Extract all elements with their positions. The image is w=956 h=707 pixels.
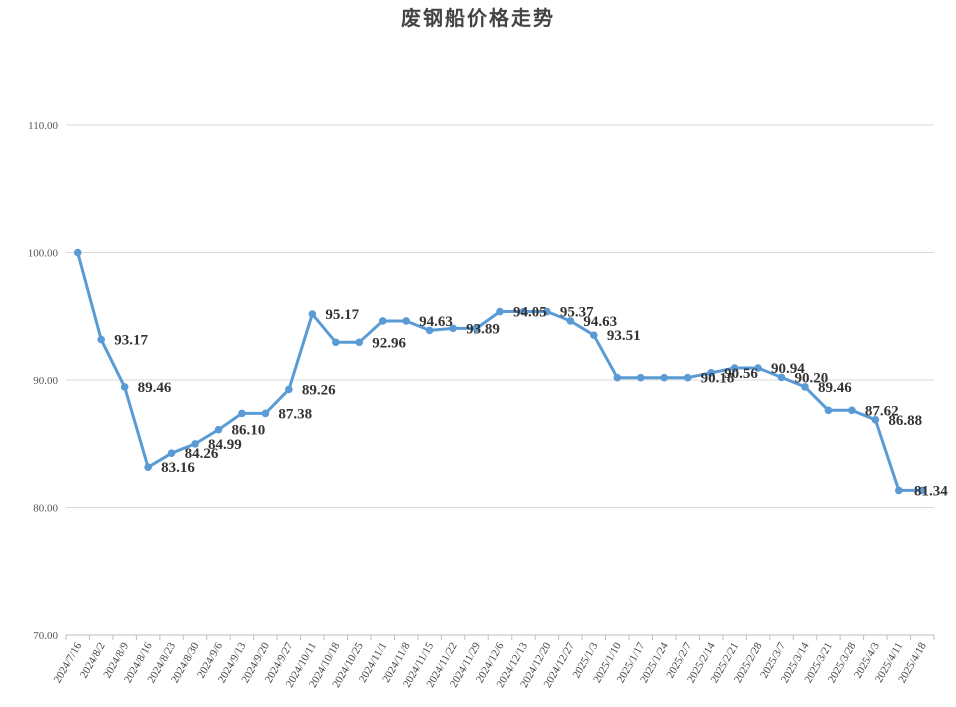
data-point	[285, 385, 293, 394]
data-point	[97, 335, 105, 344]
data-point	[261, 409, 270, 418]
y-tick-label: 100.00	[28, 248, 59, 260]
data-point	[144, 463, 152, 472]
data-label: 94.05	[513, 305, 547, 321]
chart-title: 废钢船价格走势	[401, 6, 555, 30]
data-label: 90.20	[795, 370, 829, 386]
data-label: 84.26	[185, 446, 219, 462]
data-point	[519, 307, 528, 316]
data-point	[566, 317, 575, 325]
data-point	[660, 373, 669, 382]
data-label: 89.46	[138, 380, 172, 396]
y-tick-label: 80.00	[33, 503, 58, 515]
data-point	[355, 338, 364, 347]
data-label: 95.37	[560, 305, 594, 321]
data-label: 94.63	[583, 314, 617, 330]
y-axis-ticks: 70.00 80.00 90.00 100.00 110.00	[28, 120, 59, 642]
y-tick-label: 110.00	[28, 120, 58, 132]
data-point	[238, 409, 246, 418]
data-label: 83.16	[161, 460, 195, 476]
y-tick-label: 70.00	[33, 630, 58, 642]
data-label: 87.62	[865, 403, 899, 419]
x-axis-ticks: 2024/7/162024/8/22024/8/92024/8/162024/8…	[52, 640, 929, 690]
data-point	[636, 373, 645, 382]
data-point	[683, 373, 692, 382]
data-point	[425, 326, 434, 335]
data-label: 93.17	[114, 333, 148, 349]
data-point	[777, 373, 786, 382]
data-label: 93.51	[607, 328, 641, 344]
data-point	[167, 449, 176, 457]
data-label: 95.17	[325, 307, 359, 323]
data-label: 86.88	[888, 413, 922, 429]
data-point	[801, 383, 809, 391]
data-point	[918, 486, 927, 495]
data-label: 93.89	[466, 321, 500, 337]
data-point	[402, 317, 410, 325]
data-point	[848, 406, 856, 415]
data-label: 84.99	[208, 437, 242, 453]
gridlines	[66, 124, 934, 508]
data-label: 86.10	[231, 423, 265, 439]
data-label: 81.34	[914, 483, 948, 499]
data-label: 94.63	[419, 314, 453, 330]
data-point	[378, 317, 387, 325]
data-point	[472, 324, 481, 333]
data-point	[590, 331, 598, 340]
data-point	[613, 373, 622, 382]
data-label: 90.18	[701, 371, 735, 387]
data-point	[730, 364, 739, 372]
data-point	[871, 415, 880, 424]
data-label: 89.46	[818, 380, 852, 396]
y-tick-label: 90.00	[33, 375, 58, 387]
data-point	[707, 369, 715, 377]
data-label: 87.38	[278, 406, 312, 422]
data-point	[120, 383, 129, 391]
data-point	[543, 307, 551, 316]
data-label: 92.96	[372, 335, 406, 351]
data-label: 90.94	[771, 361, 805, 377]
data-point	[824, 406, 833, 415]
data-point	[895, 486, 903, 495]
data-point	[308, 310, 317, 318]
data-point	[214, 425, 223, 434]
data-point	[449, 324, 457, 333]
data-point	[496, 307, 504, 316]
data-label: 89.26	[302, 382, 336, 398]
data-label: 90.56	[724, 366, 758, 382]
data-point	[754, 364, 762, 372]
data-point	[191, 440, 199, 448]
data-point	[331, 338, 340, 347]
data-point	[73, 248, 82, 257]
data-points	[73, 248, 927, 495]
x-tick-label: 2024/7/16	[52, 640, 85, 685]
x-axis	[65, 634, 935, 640]
